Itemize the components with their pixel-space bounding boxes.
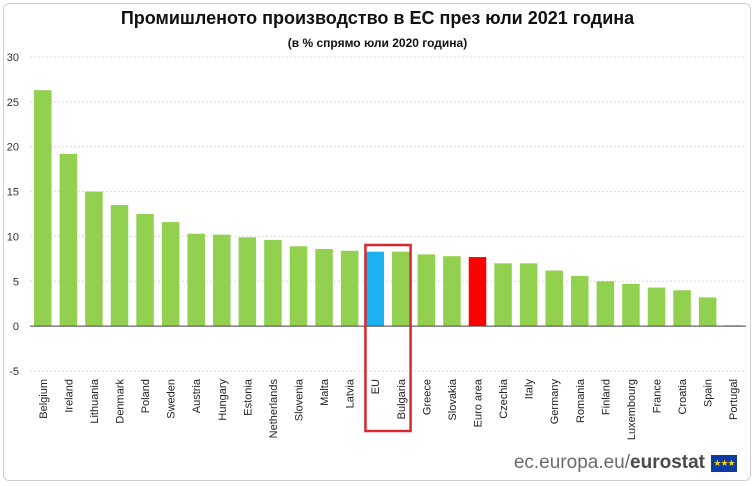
y-tick-label-0: 0 [13, 321, 19, 333]
x-tick-label-portugal: Portugal [728, 379, 740, 420]
bar-czechia [494, 263, 512, 327]
bar-hungary [213, 234, 231, 327]
x-tick-label-latvia: Latvia [345, 378, 357, 408]
y-tick-label-20: 20 [7, 142, 19, 154]
x-tick-label-sweden: Sweden [166, 379, 178, 419]
x-tick-label-netherlands: Netherlands [268, 379, 280, 439]
bar-netherlands [264, 240, 282, 327]
bar-belgium [34, 90, 52, 327]
x-tick-label-finland: Finland [600, 379, 612, 415]
y-tick-label-30: 30 [7, 52, 19, 64]
bar-euro-area [468, 257, 487, 327]
bar-germany [545, 270, 563, 327]
bar-estonia [238, 237, 257, 327]
bar-lithuania [85, 191, 103, 327]
bar-ireland [59, 153, 78, 327]
highlight-box [364, 243, 412, 433]
y-tick-label-15: 15 [7, 187, 19, 199]
x-tick-label-euro-area: Euro area [473, 378, 485, 427]
bar-finland [596, 281, 615, 327]
x-tick-label-lithuania: Lithuania [89, 378, 101, 424]
x-tick-label-denmark: Denmark [115, 379, 127, 424]
bar-malta [315, 248, 333, 327]
x-tick-label-spain: Spain [703, 379, 715, 407]
x-tick-label-luxembourg: Luxembourg [626, 379, 638, 440]
bar-eu [366, 251, 384, 327]
x-tick-label-italy: Italy [524, 379, 536, 400]
bar-denmark [110, 205, 129, 327]
x-tick-label-estonia: Estonia [242, 378, 254, 416]
x-tick-label-croatia: Croatia [677, 378, 689, 414]
bar-slovakia [443, 256, 461, 327]
x-tick-label-germany: Germany [549, 379, 561, 425]
bar-luxembourg [622, 283, 640, 327]
bar-greece [417, 254, 436, 327]
x-tick-label-bulgaria: Bulgaria [396, 378, 408, 419]
y-tick-label-25: 25 [7, 97, 19, 109]
x-tick-label-belgium: Belgium [38, 379, 50, 419]
y-tick-label--5: -5 [9, 366, 19, 378]
x-tick-label-slovakia: Slovakia [447, 378, 459, 420]
x-tick-label-romania: Romania [575, 378, 587, 423]
bar-france [647, 287, 666, 327]
bar-slovenia [289, 246, 308, 327]
bar-bulgaria [392, 251, 410, 327]
footer: ec.europa.eu/eurostat ★★★ [514, 452, 737, 474]
x-tick-label-slovenia: Slovenia [294, 378, 306, 421]
y-tick-label-5: 5 [13, 276, 19, 288]
x-tick-label-czechia: Czechia [498, 378, 510, 419]
x-tick-label-poland: Poland [140, 379, 152, 413]
bar-italy [519, 263, 538, 327]
bar-sweden [161, 222, 180, 327]
x-tick-label-greece: Greece [421, 379, 433, 415]
bar-romania [571, 275, 589, 327]
x-tick-label-malta: Malta [319, 378, 331, 406]
y-tick-label-10: 10 [7, 231, 19, 243]
x-tick-label-eu: EU [370, 379, 382, 394]
chart-frame [3, 3, 751, 481]
x-tick-label-ireland: Ireland [63, 379, 75, 413]
chart-subtitle: (в % спрямо юли 2020 година) [287, 36, 468, 50]
eu-flag-icon: ★★★ [711, 454, 737, 472]
x-tick-label-france: France [652, 379, 664, 413]
x-tick-label-austria: Austria [191, 378, 203, 413]
chart-title: Промишленото производство в ЕС през юли … [120, 8, 635, 28]
x-tick-label-hungary: Hungary [217, 379, 229, 421]
bar-latvia [340, 250, 359, 327]
bar-poland [136, 214, 154, 327]
bar-austria [187, 233, 205, 327]
bar-croatia [673, 290, 691, 327]
bar-spain [698, 297, 717, 327]
footer-site: ec.europa.eu/ [513, 452, 631, 473]
footer-brand: eurostat [630, 452, 705, 473]
